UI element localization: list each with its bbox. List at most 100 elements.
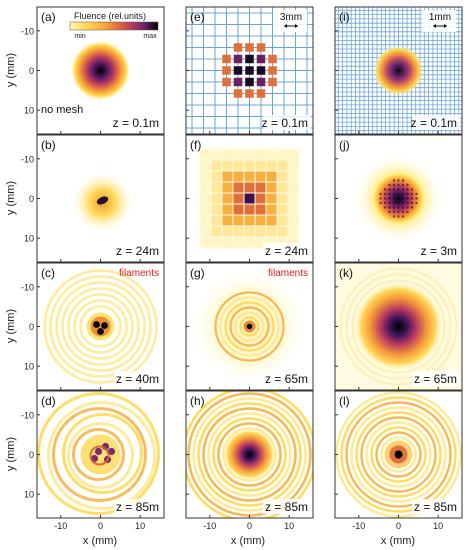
panel-label: (j) (339, 138, 350, 152)
fluence-map (43, 269, 158, 384)
mesh-cell (233, 77, 243, 87)
mesh-cell (256, 43, 266, 52)
fluence-ring (214, 291, 285, 362)
x-tick-label: -10 (54, 521, 67, 531)
y-tick-label: 0 (29, 66, 34, 76)
fluence-ring (49, 275, 152, 378)
mesh-dot (397, 210, 400, 214)
panel-label: (c) (41, 266, 55, 280)
mesh-dot (410, 206, 414, 209)
diffraction-cell (255, 171, 266, 182)
fluence-ring (67, 293, 134, 360)
panel-label: (g) (190, 266, 205, 280)
arrowhead-icon (433, 24, 447, 28)
filament (107, 447, 116, 456)
z-label-background (412, 371, 460, 386)
diffraction-cell (255, 149, 266, 160)
y-tick-label: -10 (21, 410, 34, 420)
diffraction-cell (266, 226, 277, 237)
diffraction-cell (211, 160, 222, 171)
mesh-cell (233, 54, 243, 64)
panel-b: 10 0 -10 (b) z = 24m (21, 134, 165, 263)
mesh-dot (415, 192, 418, 196)
mesh-cell (268, 77, 277, 87)
scale-bar-label: 3mm (280, 12, 302, 23)
panel-label: (l) (339, 394, 350, 408)
fluence-map (335, 263, 462, 390)
diffraction-cell (233, 149, 244, 160)
diffraction-cell (288, 204, 299, 215)
scale-bar-background (422, 10, 456, 32)
mesh-dot (401, 192, 405, 196)
mesh-cell (256, 89, 266, 98)
y-tick-label: 0 (29, 322, 34, 332)
diffraction-cell (277, 215, 288, 226)
hot-spot (96, 196, 109, 205)
diffraction-cell (255, 215, 266, 226)
diffraction-cell (277, 237, 288, 248)
fluence-ring (73, 299, 128, 354)
diffraction-cell (200, 237, 211, 248)
panel-f: (f) z = 24m (185, 134, 314, 263)
panel-label: (d) (41, 394, 56, 408)
diffraction-cell (233, 237, 244, 248)
propagation-distance-label: z = 24m (116, 244, 159, 258)
diffraction-cell (244, 182, 255, 193)
mesh-dot (383, 188, 387, 191)
mesh-dot (401, 183, 405, 187)
diffraction-cell (200, 149, 211, 160)
diffraction-cell (244, 215, 255, 226)
y-tick-label: -10 (21, 26, 34, 36)
mesh-dot (406, 197, 409, 200)
z-label-background (114, 371, 162, 386)
filament (246, 323, 253, 330)
diffraction-cell (222, 226, 233, 237)
fluence-ring (229, 306, 270, 347)
diffraction-cell (233, 204, 244, 215)
diffraction-cell (200, 226, 211, 237)
ylabel-row-3: y (mm) (5, 309, 17, 343)
mesh-dot (410, 188, 414, 191)
diffraction-cell (222, 182, 233, 193)
mesh-cell (222, 77, 231, 87)
diffraction-cell (211, 215, 222, 226)
diffraction-cell (244, 171, 255, 182)
diffraction-cell (277, 226, 288, 237)
diffraction-cell (211, 171, 222, 182)
mesh-dot (379, 197, 382, 200)
mesh-dot (392, 210, 396, 214)
fluence-map (199, 148, 300, 249)
mesh-dot (383, 192, 387, 196)
mesh-dot (388, 197, 391, 200)
diffraction-cell (244, 149, 255, 160)
fluence-ring (207, 412, 292, 497)
fluence-map (186, 7, 313, 134)
diffraction-cell (200, 182, 211, 193)
mesh-dot (383, 197, 387, 200)
propagation-distance-label: z = 3m (421, 244, 457, 258)
diffraction-cell (233, 193, 244, 204)
diffraction-cell (266, 215, 277, 226)
diffraction-cell (244, 237, 255, 248)
mesh-dot (401, 197, 405, 200)
mesh-dot (397, 206, 400, 209)
diffraction-cell (200, 160, 211, 171)
x-tick-label: 10 (135, 521, 145, 531)
x-tick-label: 0 (98, 521, 103, 531)
diffraction-cell (266, 171, 277, 182)
beam-core (80, 434, 121, 475)
mesh-dot (401, 210, 405, 214)
diffraction-cell (266, 204, 277, 215)
panels-layer: 10 0 -10 (a) z = 0.1m no mesh (e) z = 0.1m 3mm (i… (21, 6, 463, 531)
beam-spot (223, 428, 276, 481)
filament (97, 328, 104, 335)
diffraction-cell (222, 149, 233, 160)
mesh-dot (383, 206, 387, 209)
x-tick-label: 10 (433, 521, 443, 531)
mesh-dot (392, 192, 396, 196)
colorbar-title: Fluence (rel.units) (74, 11, 146, 21)
panel-e: (e) z = 0.1m 3mm (185, 6, 314, 135)
diffraction-cell (266, 149, 277, 160)
diffraction-cell (288, 160, 299, 171)
